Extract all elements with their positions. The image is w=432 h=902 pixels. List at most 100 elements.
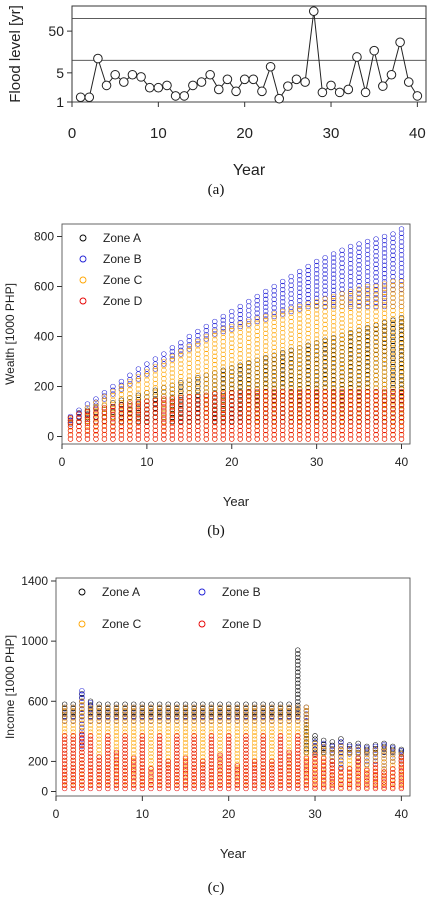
data-point <box>305 377 311 383</box>
data-point <box>269 701 275 707</box>
data-point <box>135 401 142 407</box>
data-point <box>313 271 320 277</box>
data-point <box>127 387 133 393</box>
data-point <box>191 743 197 750</box>
data-point <box>398 374 405 380</box>
data-point <box>305 368 311 375</box>
data-point <box>381 769 387 775</box>
data-point <box>191 711 197 718</box>
data-point <box>251 743 258 750</box>
data-point <box>208 775 215 781</box>
data-point <box>330 423 337 429</box>
data-point <box>339 332 345 339</box>
data-point <box>313 262 320 269</box>
data-point <box>263 326 269 332</box>
data-point <box>246 369 252 375</box>
data-point <box>169 408 176 414</box>
data-point <box>339 386 345 392</box>
data-point <box>346 784 353 790</box>
data-point <box>330 436 337 442</box>
data-point <box>61 743 68 750</box>
legend-label: Zone C <box>103 273 143 287</box>
data-point <box>271 397 277 403</box>
data-point <box>87 754 94 760</box>
data-point <box>217 760 223 766</box>
data-point <box>212 361 218 368</box>
data-point <box>70 775 76 781</box>
data-point <box>390 320 396 326</box>
data-point <box>234 765 240 771</box>
data-point <box>346 743 353 750</box>
data-point <box>131 711 137 718</box>
data-point <box>280 291 286 297</box>
data-point <box>373 270 379 276</box>
data-point <box>280 282 286 289</box>
data-point <box>330 432 337 438</box>
data-point <box>165 754 171 760</box>
data-point <box>79 756 85 763</box>
data-point <box>61 740 68 746</box>
data-point <box>191 750 197 757</box>
data-point <box>373 305 379 311</box>
data-point <box>364 397 371 403</box>
y-tick-label: 0 <box>41 784 48 798</box>
data-point <box>156 729 163 735</box>
data-point <box>182 729 189 735</box>
data-point <box>156 757 163 764</box>
data-point <box>320 743 327 750</box>
data-point <box>246 410 252 416</box>
data-point <box>280 427 286 434</box>
data-point <box>355 765 361 771</box>
data-point <box>260 701 266 707</box>
data-point <box>313 315 320 321</box>
data-point <box>148 747 154 753</box>
data-point <box>220 432 226 438</box>
data-point <box>76 427 82 434</box>
data-point <box>165 736 171 742</box>
data-point <box>156 715 163 721</box>
data-point <box>271 283 277 290</box>
data-point <box>356 253 362 260</box>
data-point <box>305 275 311 282</box>
data-point <box>364 305 371 311</box>
data-point <box>243 764 249 771</box>
data-point <box>174 704 180 710</box>
data-point <box>254 345 260 351</box>
data-point <box>220 403 226 409</box>
data-point <box>364 243 371 249</box>
data-point <box>347 414 354 421</box>
data-point <box>390 380 396 387</box>
data-point <box>234 708 240 714</box>
data-point <box>339 407 345 413</box>
data-point <box>288 310 294 316</box>
data-point <box>208 701 215 707</box>
data-point <box>237 321 243 327</box>
data-point <box>191 761 197 767</box>
data-point <box>330 427 337 434</box>
data-point <box>330 251 337 257</box>
data-point <box>229 402 235 409</box>
data-point <box>96 743 102 750</box>
data-point <box>339 361 345 368</box>
data-point <box>156 747 163 753</box>
data-point <box>271 348 277 355</box>
data-point <box>152 389 159 395</box>
data-point <box>339 341 345 347</box>
data-point <box>398 357 405 363</box>
data-point <box>217 729 223 735</box>
data-point <box>139 736 146 743</box>
data-point <box>329 768 335 775</box>
data-point <box>148 768 154 774</box>
data-point <box>178 348 184 355</box>
data-point <box>398 436 405 442</box>
data-point <box>398 252 405 258</box>
data-point <box>165 765 171 771</box>
data-point <box>161 432 167 438</box>
data-point <box>156 704 163 710</box>
data-point <box>191 708 197 714</box>
data-point <box>356 373 362 380</box>
data-point <box>390 244 396 250</box>
data-point <box>105 708 111 714</box>
data-point <box>280 299 286 305</box>
data-point <box>373 355 379 362</box>
